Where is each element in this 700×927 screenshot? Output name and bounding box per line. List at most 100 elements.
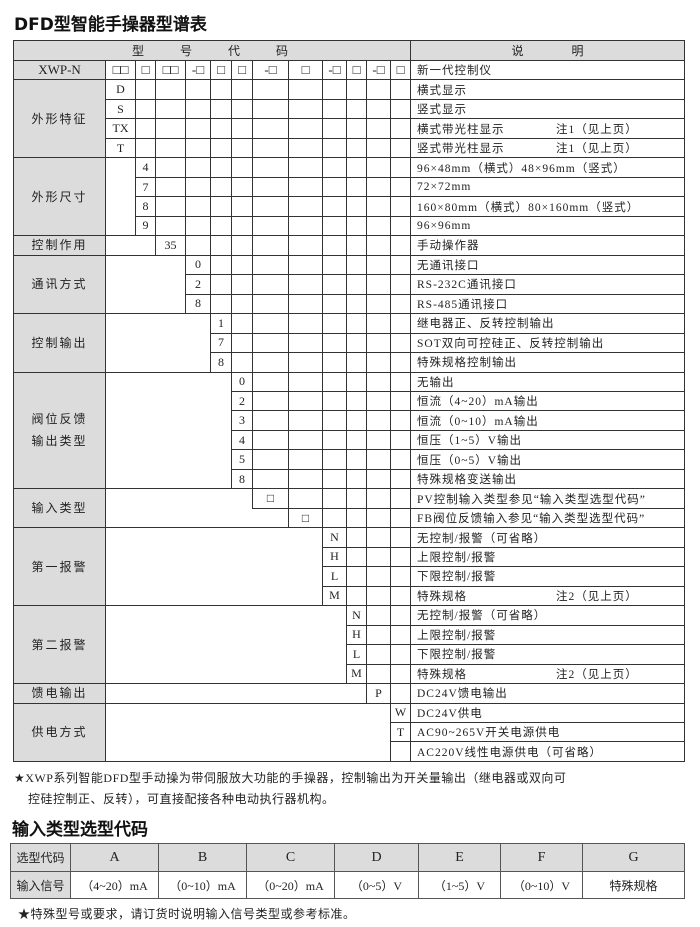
empty-cell [252, 313, 289, 334]
empty-cell [252, 449, 289, 470]
empty-cell [390, 468, 411, 490]
description-text: 无控制/报警（可省略） [417, 610, 547, 623]
empty-cell [390, 118, 411, 139]
group-label-3: 通讯方式 [13, 254, 106, 315]
group-label-7: 第一报警 [13, 527, 106, 607]
empty-cell [366, 449, 391, 470]
empty-cell [390, 624, 411, 646]
input-table-title: 输入类型选型代码 [12, 820, 148, 840]
description-text: DC24V供电 [417, 707, 483, 720]
code-cell: 4 [231, 429, 253, 451]
row-description: 特殊规格 注2（见上页） [410, 585, 685, 607]
row-description: 特殊规格变送输出 [410, 468, 685, 490]
empty-cell [185, 137, 211, 159]
input-signal: （0~20）mA [246, 871, 335, 899]
group-label-10: 供电方式 [13, 702, 106, 762]
empty-cell [366, 488, 391, 509]
input-code: A [70, 843, 159, 872]
empty-cell [288, 274, 323, 295]
empty-cell [322, 254, 347, 276]
row-description: 上限控制/报警 [410, 624, 685, 646]
row-description: RS-232C通讯接口 [410, 274, 685, 295]
empty-cell [288, 352, 323, 373]
empty-cell [322, 176, 347, 198]
empty-cell [346, 274, 367, 295]
empty-cell [346, 566, 367, 587]
empty-cell [288, 196, 323, 217]
code-cell: H [322, 546, 347, 568]
code-cell: 7 [135, 176, 156, 198]
code-placeholder: -□ [185, 60, 211, 81]
empty-cell [288, 215, 323, 237]
empty-cell [288, 157, 323, 178]
description-text: 上限控制/报警 [417, 551, 497, 564]
empty-cell [390, 274, 411, 295]
empty-cell [346, 449, 367, 470]
row-description: 无通讯接口 [410, 254, 685, 276]
empty-cell [288, 176, 323, 198]
empty-cell [135, 137, 156, 159]
empty-cell [210, 254, 232, 276]
empty-cell [390, 605, 411, 626]
empty-cell [252, 410, 289, 431]
code-cell: N [322, 527, 347, 548]
empty-cell [288, 449, 323, 470]
empty-cell [252, 332, 289, 354]
input-signal: （0~10）mA [158, 871, 247, 899]
empty-cell [366, 390, 391, 412]
empty-cell [346, 79, 367, 100]
empty-cell [322, 118, 347, 139]
empty-cell [322, 390, 347, 412]
empty-cell [231, 235, 253, 256]
row-description: 恒压（0~5）V输出 [410, 449, 685, 470]
empty-cell [390, 176, 411, 198]
input-signal: （0~10）V [500, 871, 583, 899]
empty-cell [252, 196, 289, 217]
row-description: AC220V线性电源供电（可省略） [410, 741, 685, 762]
empty-cell [210, 293, 232, 315]
empty-cell [390, 332, 411, 354]
empty-cell [210, 176, 232, 198]
empty-cell [322, 507, 347, 529]
empty-cell [346, 429, 367, 451]
description-text: 96×96mm [417, 219, 472, 232]
empty-cell [322, 79, 347, 100]
code-placeholder: -□ [366, 60, 391, 81]
code-placeholder: □ [135, 60, 156, 81]
code-cell: 2 [185, 274, 211, 295]
empty-cell [390, 371, 411, 392]
empty-cell [366, 605, 391, 626]
code-cell: 2 [231, 390, 253, 412]
row-description: 恒流（4~20）mA输出 [410, 390, 685, 412]
code-placeholder: □ [288, 60, 323, 81]
empty-cell [210, 235, 232, 256]
description-text: 上限控制/报警 [417, 629, 497, 642]
empty-cell [252, 176, 289, 198]
empty-cell [366, 624, 391, 646]
description-note: 注2（见上页） [556, 668, 638, 681]
empty-cell [322, 410, 347, 431]
empty-cell [252, 137, 289, 159]
code-cell: 8 [210, 352, 232, 373]
description-text: AC220V线性电源供电（可省略） [417, 746, 603, 759]
empty-cell [231, 98, 253, 120]
empty-cell [346, 352, 367, 373]
group-label-0: 外形特征 [13, 79, 106, 159]
empty-cell [346, 98, 367, 120]
empty-cell [390, 644, 411, 665]
code-cell: 1 [210, 313, 232, 334]
code-cell: T [390, 721, 411, 743]
row-description: 96×48mm（横式）48×96mm（竖式） [410, 157, 685, 178]
empty-cell [366, 293, 391, 315]
code-placeholder: □ [210, 60, 232, 81]
empty-cell [185, 98, 211, 120]
empty-cell [322, 215, 347, 237]
code-cell: M [346, 663, 367, 685]
input-code: B [158, 843, 247, 872]
description-text: 恒压（0~5）V输出 [417, 454, 523, 467]
empty-cell [288, 371, 323, 392]
empty-cell [231, 176, 253, 198]
group-label-4: 控制输出 [13, 313, 106, 373]
row-description: 下限控制/报警 [410, 566, 685, 587]
